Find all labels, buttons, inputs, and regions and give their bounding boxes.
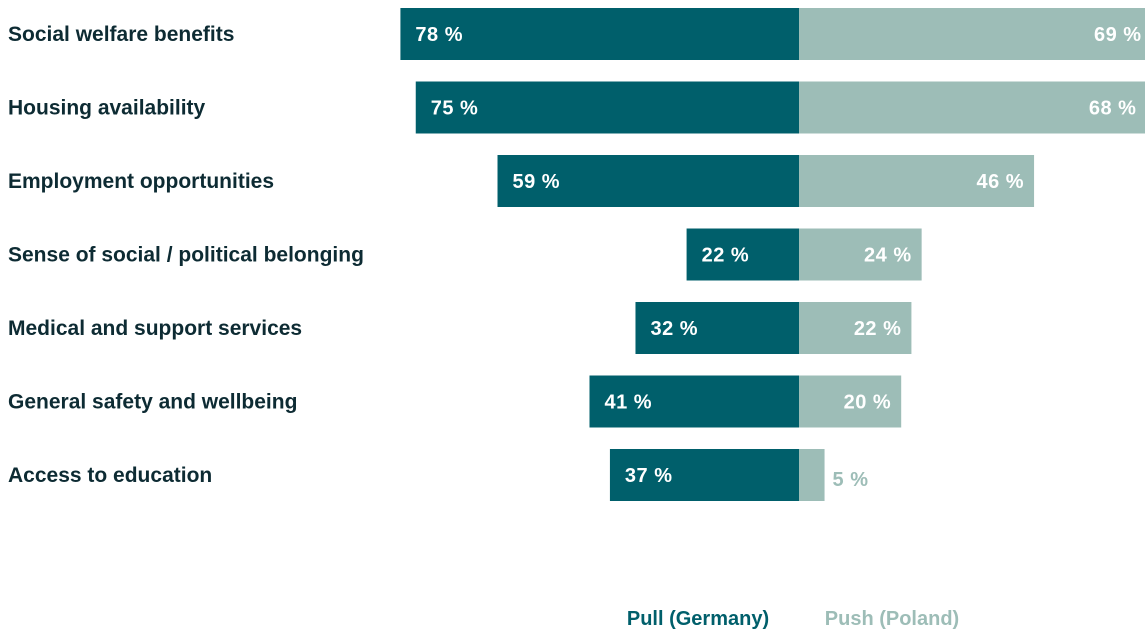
category-label: Sense of social / political belonging (8, 244, 364, 267)
value-label-pull: 37 % (625, 465, 673, 487)
value-label-pull: 41 % (604, 392, 652, 414)
legend: Pull (Germany) Push (Poland) (627, 608, 959, 630)
bar-pull (686, 228, 799, 281)
value-label-pull: 22 % (702, 245, 750, 267)
category-labels: Social welfare benefits Housing availabil… (8, 23, 364, 487)
bar-push (799, 375, 902, 428)
bar-pull (497, 155, 799, 207)
value-label-push: 68 % (1089, 98, 1137, 120)
bar-pull (415, 81, 799, 134)
bar-pull (589, 375, 799, 428)
bar-pull (400, 8, 799, 60)
value-label-pull: 32 % (650, 318, 698, 340)
legend-push-label: Push (Poland) (825, 608, 959, 630)
category-label: Social welfare benefits (8, 23, 234, 46)
bar-push (799, 449, 825, 501)
value-label-pull: 59 % (513, 171, 561, 193)
category-label: General safety and wellbeing (8, 391, 297, 414)
legend-pull-label: Pull (Germany) (627, 608, 769, 630)
value-label-push: 46 % (976, 171, 1024, 193)
bar-push (799, 228, 922, 281)
bar-pull (609, 449, 799, 501)
bar-push (799, 8, 1145, 60)
bars (400, 8, 1145, 501)
value-label-pull: 75 % (431, 98, 479, 120)
value-label-push: 20 % (844, 392, 892, 414)
value-label-push: 69 % (1094, 24, 1142, 46)
value-label-push: 5 % (833, 469, 869, 491)
category-label: Housing availability (8, 97, 206, 120)
value-label-push: 22 % (854, 318, 902, 340)
category-label: Medical and support services (8, 317, 302, 340)
value-label-pull: 78 % (415, 24, 463, 46)
category-label: Employment opportunities (8, 170, 274, 193)
value-labels: 78 % 69 % 75 % 68 % 59 % 46 % 22 % 24 % 32 % 22 %… (415, 24, 1141, 491)
bar-push (799, 81, 1145, 134)
category-label: Access to education (8, 464, 212, 487)
value-label-push: 24 % (864, 245, 912, 267)
bar-push (799, 155, 1035, 207)
bar-push (799, 302, 912, 354)
bar-pull (635, 302, 799, 354)
